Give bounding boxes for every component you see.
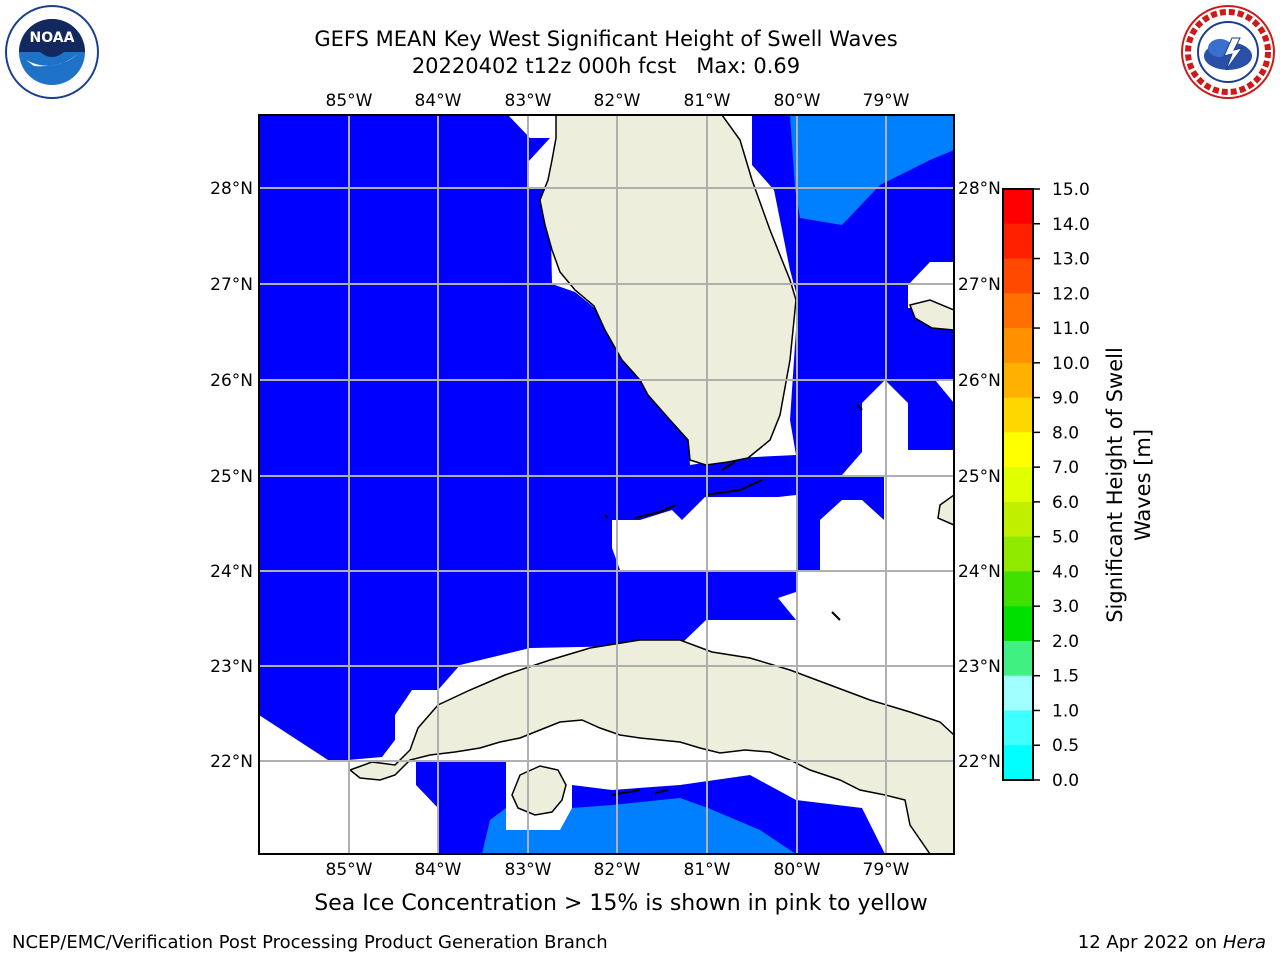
land-cuba bbox=[348, 639, 954, 854]
map-frame bbox=[258, 114, 955, 855]
colorbar-tick-label: 6.0 bbox=[1052, 493, 1079, 513]
colorbar-segment bbox=[1003, 328, 1033, 364]
noaa-logo: NOAA bbox=[5, 5, 99, 99]
lon-label-bottom: 80°W bbox=[774, 860, 821, 880]
colorbar-segment bbox=[1003, 501, 1033, 538]
footer-date: 12 Apr 2022 on Hera bbox=[1078, 932, 1266, 953]
colorbar-tick-label: 12.0 bbox=[1052, 284, 1090, 304]
colorbar-segment bbox=[1003, 293, 1033, 329]
lon-label-bottom: 81°W bbox=[684, 860, 731, 880]
colorbar-segment bbox=[1003, 571, 1033, 607]
colorbar-tick-label: 3.0 bbox=[1052, 597, 1079, 617]
lon-labels-top: 85°W 84°W 83°W 82°W 81°W 80°W 79°W bbox=[326, 91, 910, 111]
lon-label-bottom: 79°W bbox=[863, 860, 910, 880]
lon-label-top: 81°W bbox=[684, 91, 731, 111]
land-florida bbox=[539, 115, 797, 466]
colorbar-segment bbox=[1003, 258, 1033, 294]
lat-label-right: 22°N bbox=[958, 752, 1001, 772]
colorbar-segment bbox=[1003, 362, 1033, 399]
lon-label-top: 80°W bbox=[774, 91, 821, 111]
swell-field-mid-atlantic bbox=[790, 115, 954, 225]
colorbar-segment bbox=[1003, 467, 1033, 503]
colorbar-tick-label: 2.0 bbox=[1052, 632, 1079, 652]
lat-label-right: 26°N bbox=[958, 371, 1001, 391]
colorbar-tick-label: 0.5 bbox=[1052, 736, 1079, 756]
colorbar-tick-label: 14.0 bbox=[1052, 215, 1090, 235]
colorbar-segment bbox=[1003, 397, 1033, 433]
colorbar-tick-label: 15.0 bbox=[1052, 180, 1090, 200]
land-florida-keys bbox=[634, 461, 763, 519]
lon-label-top: 83°W bbox=[505, 91, 552, 111]
footer-date-text: 12 Apr 2022 on bbox=[1077, 932, 1223, 953]
map-panel bbox=[259, 115, 954, 854]
sea-ice-caption-text: Sea Ice Concentration > 15% is shown in … bbox=[314, 891, 928, 916]
colorbar-segment bbox=[1003, 223, 1033, 260]
colorbar-tick-label: 5.0 bbox=[1052, 528, 1079, 548]
colorbar bbox=[1003, 189, 1033, 781]
noaa-logo-text: NOAA bbox=[30, 30, 75, 46]
colorbar-segment bbox=[1003, 536, 1033, 572]
swell-field-mid-south bbox=[482, 798, 796, 854]
colorbar-segment bbox=[1003, 606, 1033, 642]
colorbar-segment bbox=[1003, 710, 1033, 746]
title-line-1: GEFS MEAN Key West Significant Height of… bbox=[314, 27, 898, 51]
colorbar-tick-label: 10.0 bbox=[1052, 354, 1090, 374]
lon-label-bottom: 85°W bbox=[326, 860, 373, 880]
colorbar-ticks: 15.0 14.0 13.0 12.0 11.0 10.0 9.0 8.0 7.0 6.0 5.0 4… bbox=[1033, 180, 1090, 791]
lat-label-right: 23°N bbox=[958, 657, 1001, 677]
colorbar-segment bbox=[1003, 432, 1033, 468]
colorbar-tick-label: 4.0 bbox=[1052, 562, 1079, 582]
colorbar-title-line-1: Significant Height of Swell bbox=[1103, 347, 1127, 623]
colorbar-segment bbox=[1003, 745, 1033, 781]
lon-label-top: 79°W bbox=[863, 91, 910, 111]
colorbar-segment bbox=[1003, 640, 1033, 677]
colorbar-segment bbox=[1003, 189, 1033, 225]
colorbar-tick-label: 0.0 bbox=[1052, 771, 1079, 791]
sea-ice-caption: Sea Ice Concentration > 15% is shown in … bbox=[0, 891, 1280, 916]
lon-label-bottom: 83°W bbox=[505, 860, 552, 880]
lat-label-right: 25°N bbox=[958, 467, 1001, 487]
chart-title: GEFS MEAN Key West Significant Height of… bbox=[0, 26, 1212, 80]
lat-labels-left: 28°N 27°N 26°N 25°N 24°N 23°N 22°N bbox=[210, 179, 253, 772]
lat-label-left: 28°N bbox=[210, 179, 253, 199]
land-bahamas bbox=[908, 299, 954, 331]
footer-credit: NCEP/EMC/Verification Post Processing Pr… bbox=[12, 932, 608, 953]
lat-label-left: 24°N bbox=[210, 562, 253, 582]
lon-label-bottom: 84°W bbox=[415, 860, 462, 880]
lat-label-left: 22°N bbox=[210, 752, 253, 772]
nws-logo bbox=[1181, 5, 1275, 99]
lat-labels-right: 28°N 27°N 26°N 25°N 24°N 23°N 22°N bbox=[958, 179, 1001, 772]
colorbar-tick-label: 7.0 bbox=[1052, 458, 1079, 478]
lat-label-left: 26°N bbox=[210, 371, 253, 391]
colorbar-tick-label: 9.0 bbox=[1052, 389, 1079, 409]
lat-label-right: 28°N bbox=[958, 179, 1001, 199]
title-line-2: 20220402 t12z 000h fcst Max: 0.69 bbox=[411, 54, 801, 78]
lat-label-left: 27°N bbox=[210, 275, 253, 295]
land-isle-of-youth bbox=[511, 765, 567, 816]
colorbar-tick-label: 1.5 bbox=[1052, 667, 1079, 687]
lat-label-right: 24°N bbox=[958, 562, 1001, 582]
lat-label-left: 23°N bbox=[210, 657, 253, 677]
colorbar-tick-label: 8.0 bbox=[1052, 423, 1079, 443]
colorbar-segment bbox=[1003, 675, 1033, 711]
colorbar-title-line-2: Waves [m] bbox=[1131, 429, 1155, 541]
colorbar-tick-label: 1.0 bbox=[1052, 701, 1079, 721]
land-cay bbox=[604, 404, 863, 796]
footer-host: Hera bbox=[1222, 932, 1266, 953]
lat-label-right: 27°N bbox=[958, 275, 1001, 295]
lon-label-top: 82°W bbox=[594, 91, 641, 111]
lon-labels-bottom: 85°W 84°W 83°W 82°W 81°W 80°W 79°W bbox=[326, 860, 910, 880]
lat-label-left: 25°N bbox=[210, 467, 253, 487]
graticule bbox=[259, 115, 954, 854]
swell-field-low-atlantic bbox=[752, 115, 954, 572]
colorbar-tick-label: 13.0 bbox=[1052, 250, 1090, 270]
lon-label-top: 84°W bbox=[415, 91, 462, 111]
lon-label-top: 85°W bbox=[326, 91, 373, 111]
colorbar-tick-label: 11.0 bbox=[1052, 319, 1090, 339]
land-bahamas-2 bbox=[937, 494, 954, 526]
lon-label-bottom: 82°W bbox=[594, 860, 641, 880]
colorbar-frame bbox=[1002, 188, 1034, 781]
